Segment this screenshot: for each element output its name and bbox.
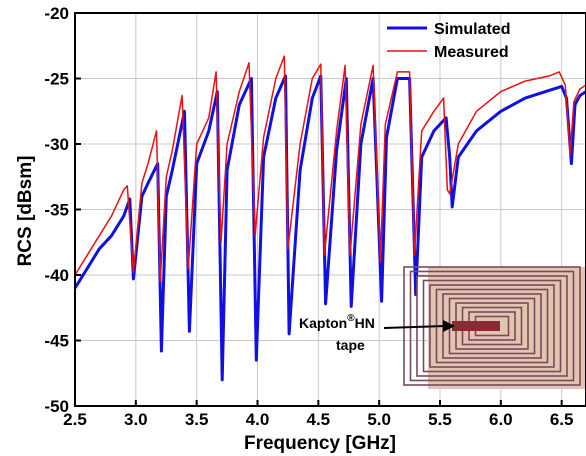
axis-ticks: 2.5 3.0 3.5 4.0 4.5 5.0 5.5 6.0 6.5 -20 -25 -30 -35 -…	[44, 4, 573, 429]
x-tick-label: 2.5	[63, 410, 87, 429]
y-tick-label: -35	[44, 201, 69, 220]
x-tick-label: 3.0	[124, 410, 148, 429]
annotation-line1: Kapton®HN	[299, 313, 375, 331]
inset-photo	[403, 266, 586, 389]
x-tick-label: 6.0	[489, 410, 513, 429]
x-tick-label: 3.5	[185, 410, 209, 429]
y-tick-label: -40	[44, 266, 69, 285]
legend: Simulated Measured	[387, 21, 510, 61]
y-tick-label: -45	[44, 332, 69, 351]
y-tick-label: -25	[44, 70, 69, 89]
y-tick-label: -30	[44, 135, 69, 154]
legend-label-simulated: Simulated	[434, 21, 510, 38]
x-tick-label: 4.5	[307, 410, 331, 429]
x-tick-label: 4.0	[246, 410, 270, 429]
x-axis-title: Frequency [GHz]	[244, 433, 396, 454]
series-layer	[73, 55, 586, 382]
inset-trace	[409, 270, 575, 382]
y-tick-label: -50	[44, 397, 69, 416]
annotation-arrow-line	[383, 325, 446, 329]
x-tick-label: 6.5	[550, 410, 574, 429]
y-tick-label: -20	[44, 4, 69, 23]
annotation-line2: tape	[336, 337, 365, 353]
legend-label-measured: Measured	[434, 44, 509, 61]
annotation-arrowhead	[443, 320, 455, 332]
y-axis-title: RCS [dBsm]	[15, 156, 36, 267]
kapton-tape	[452, 321, 500, 331]
annotation: Kapton®HN tape	[299, 313, 455, 353]
x-tick-label: 5.5	[428, 410, 452, 429]
series-measured-line	[74, 55, 586, 283]
inset-trace	[403, 266, 581, 386]
x-tick-label: 5.0	[367, 410, 391, 429]
